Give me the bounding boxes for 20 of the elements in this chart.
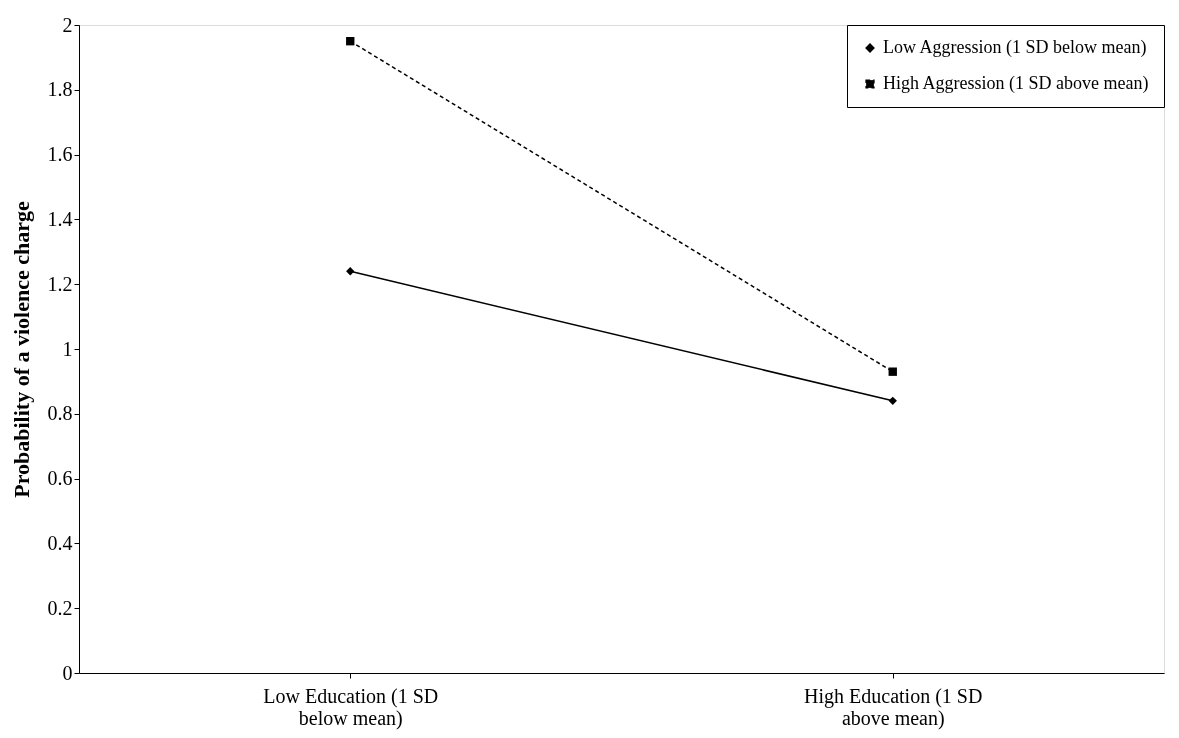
y-tick-label: 0.2: [47, 596, 73, 619]
legend-label: High Aggression (1 SD above mean): [883, 73, 1149, 94]
y-tick-label: 1.8: [47, 78, 73, 101]
y-tick-label: 1.4: [47, 207, 73, 230]
point: [346, 37, 355, 46]
y-tick-label: 0: [62, 661, 73, 684]
y-tick-label: 1.2: [47, 272, 73, 295]
legend-label: Low Aggression (1 SD below mean): [883, 37, 1147, 58]
y-tick-label: 0.6: [47, 467, 73, 490]
x-tick-label: Low Education (1 SD below mean): [263, 684, 439, 730]
point: [888, 367, 897, 376]
y-tick-label: 0.4: [47, 531, 73, 554]
x-tick-label: High Education (1 SD above mean): [804, 684, 983, 730]
y-tick-label: 1.6: [47, 143, 73, 166]
point: [888, 396, 897, 406]
y-tick-label: 2: [62, 13, 73, 36]
y-tick-label: 1: [62, 337, 73, 360]
y-axis-title: Probability of a violence charge: [8, 201, 34, 498]
y-tick-label: 0.8: [47, 402, 73, 425]
point: [346, 267, 355, 276]
